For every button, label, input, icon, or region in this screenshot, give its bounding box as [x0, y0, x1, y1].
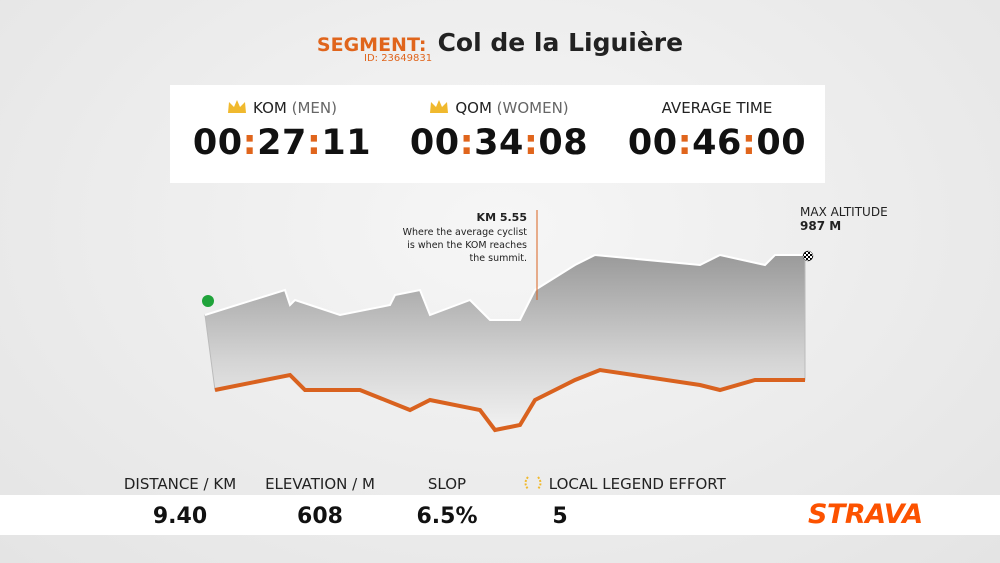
profile-top [204, 253, 805, 321]
max-altitude-value: 987 M [800, 219, 842, 233]
time-part: 00 [409, 123, 460, 163]
crown-icon [228, 100, 247, 113]
segment-name: Col de la Liguière [437, 28, 684, 57]
time-part: 08 [538, 123, 589, 163]
time-qom: QOM (WOMEN) 00:34:08 [390, 99, 608, 163]
stat-value: 608 [297, 504, 343, 529]
stat-value: 5 [552, 504, 568, 529]
time-colon: : [459, 123, 475, 163]
time-part: 00 [627, 123, 678, 163]
time-colon: : [741, 123, 757, 163]
header: SEGMENT: Col de la Liguière [0, 28, 1000, 57]
time-colon: : [523, 123, 539, 163]
time-part: 46 [692, 123, 742, 163]
profile-wall [204, 254, 806, 431]
time-label: AVERAGE TIME [661, 99, 773, 117]
time-label: QOM [455, 99, 492, 117]
finish-marker [802, 250, 814, 262]
stat-label: ELEVATION / M [265, 475, 375, 493]
start-marker [202, 295, 214, 307]
time-average: AVERAGE TIME 00:46:00 [608, 99, 826, 163]
time-part: 00 [192, 123, 243, 163]
time-part: 34 [474, 123, 524, 163]
laurel-icon [524, 476, 542, 490]
segment-label: SEGMENT: [316, 34, 427, 56]
stat-value: 9.40 [152, 504, 208, 529]
profile-base [214, 367, 805, 433]
time-sub: (WOMEN) [496, 99, 569, 117]
time-colon: : [306, 123, 322, 163]
times-panel: KOM (MEN) 00:27:11 QOM (WOMEN) 00:34:08 … [170, 85, 825, 183]
stat-label: LOCAL LEGEND EFFORT [522, 475, 726, 493]
time-kom: KOM (MEN) 00:27:11 [173, 99, 391, 163]
stat-label-text: LOCAL LEGEND EFFORT [548, 475, 726, 493]
segment-id: ID: 23649831 [364, 53, 433, 64]
time-part: 00 [756, 123, 807, 163]
stats-band [0, 495, 1000, 535]
annotation-title: KM 5.55 [476, 211, 527, 224]
annotation-text: Where the average cyclist is when the KO… [402, 227, 527, 264]
crown-icon [430, 100, 449, 113]
annotation: KM 5.55 Where the average cyclist is whe… [395, 211, 527, 265]
time-part: 11 [321, 123, 372, 163]
time-sub: (MEN) [291, 99, 337, 117]
stat-label: DISTANCE / KM [123, 475, 237, 493]
time-value: 00:27:11 [173, 123, 391, 163]
strava-logo: STRAVA [808, 499, 923, 530]
time-value: 00:34:08 [390, 123, 608, 163]
time-part: 27 [257, 123, 307, 163]
max-altitude: MAX ALTITUDE 987 M [800, 205, 888, 233]
time-colon: : [242, 123, 258, 163]
max-altitude-label: MAX ALTITUDE [800, 205, 888, 219]
time-label: KOM [253, 99, 287, 117]
time-colon: : [677, 123, 693, 163]
stat-value: 6.5% [416, 504, 478, 529]
time-value: 00:46:00 [608, 123, 826, 163]
stat-label: SLOP [427, 475, 467, 493]
profile [202, 210, 814, 433]
